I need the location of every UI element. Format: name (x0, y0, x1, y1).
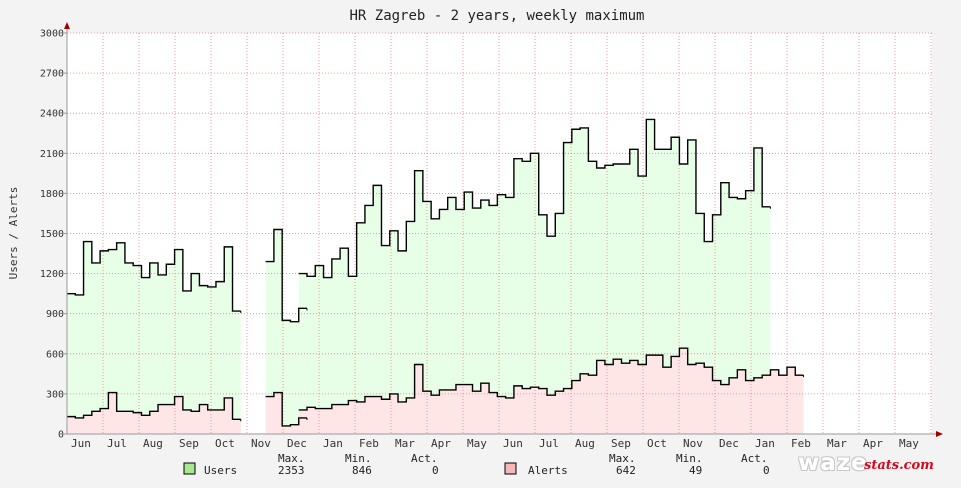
x-tick-label: May (467, 437, 487, 450)
legend-alerts-min-header: Min. (676, 452, 703, 465)
logo-brand: waze (798, 450, 868, 476)
x-tick-label: Jan (755, 437, 775, 450)
line-users-2 (298, 118, 771, 279)
y-tick-label: 2700 (40, 69, 64, 80)
x-tick-label: Oct (215, 437, 235, 450)
legend-users-act: 0 (432, 464, 439, 477)
legend-users-max: 2353 (278, 464, 305, 477)
legend-alerts-act: 0 (763, 464, 770, 477)
y-tick-label: 600 (46, 349, 64, 360)
line-alerts-0 (67, 391, 241, 420)
y-tick-label: 300 (46, 389, 64, 400)
x-tick-label: Sep (611, 437, 631, 450)
x-tick-label: Jul (107, 437, 127, 450)
y-tick-label: 0 (58, 430, 64, 441)
legend-alerts-act-header: Act. (741, 452, 768, 465)
y-tick-label: 1800 (40, 189, 64, 200)
legend-alerts-swatch (504, 462, 517, 475)
legend-alerts-label: Alerts (528, 464, 568, 477)
legend-alerts-min: 49 (689, 464, 702, 477)
x-tick-label: Dec (287, 437, 307, 450)
x-tick-label: Jul (539, 437, 559, 450)
x-tick-label: Mar (395, 437, 415, 450)
x-tick-label: Jun (71, 437, 91, 450)
x-tick-label: Apr (863, 437, 883, 450)
area-users-1 (265, 229, 307, 434)
x-tick-label: Feb (791, 437, 811, 450)
area-alerts-2 (298, 348, 804, 434)
wazestats-logo: waze stats.com (798, 450, 938, 482)
line-alerts-2 (298, 347, 804, 411)
y-tick-label: 2100 (40, 149, 64, 160)
area-users-0 (67, 241, 241, 434)
area-alerts-0 (67, 392, 241, 434)
x-tick-label: Aug (143, 437, 163, 450)
line-alerts-1 (265, 391, 307, 427)
y-tick-label: 2400 (40, 109, 64, 120)
legend-users-min: 846 (352, 464, 372, 477)
x-tick-label: Jun (503, 437, 523, 450)
legend-users-max-header: Max. (278, 452, 305, 465)
x-axis-arrow (936, 431, 943, 437)
legend-users-min-header: Min. (345, 452, 372, 465)
x-tick-label: Feb (359, 437, 379, 450)
y-tick-label: 1500 (40, 229, 64, 240)
legend-alerts-max: 642 (616, 464, 636, 477)
x-tick-label: Sep (179, 437, 199, 450)
y-axis-arrow (64, 22, 70, 29)
x-tick-label: Nov (683, 437, 703, 450)
legend-users-label: Users (204, 464, 237, 477)
legend-users-act-header: Act. (411, 452, 438, 465)
x-tick-label: Nov (251, 437, 271, 450)
legend-users-swatch (183, 462, 196, 475)
x-tick-label: Mar (827, 437, 847, 450)
y-axis-label: Users / Alerts (7, 187, 20, 280)
chart-title: HR Zagreb - 2 years, weekly maximum (349, 8, 644, 24)
legend: Max. Min. Act. Users 2353 846 0 Max. Min… (183, 452, 770, 477)
y-tick-label: 900 (46, 309, 64, 320)
x-tick-label: Dec (719, 437, 739, 450)
x-tick-label: Aug (575, 437, 595, 450)
x-tick-label: Oct (647, 437, 667, 450)
legend-alerts-max-header: Max. (609, 452, 636, 465)
x-tick-label: Apr (431, 437, 451, 450)
line-users-0 (67, 240, 241, 312)
y-tick-label: 3000 (40, 29, 64, 40)
x-tick-label: May (899, 437, 919, 450)
x-tick-label: Jan (323, 437, 343, 450)
line-users-1 (265, 228, 307, 323)
logo-suffix: stats.com (864, 458, 934, 473)
area-alerts-1 (265, 392, 307, 434)
y-tick-label: 1200 (40, 269, 64, 280)
